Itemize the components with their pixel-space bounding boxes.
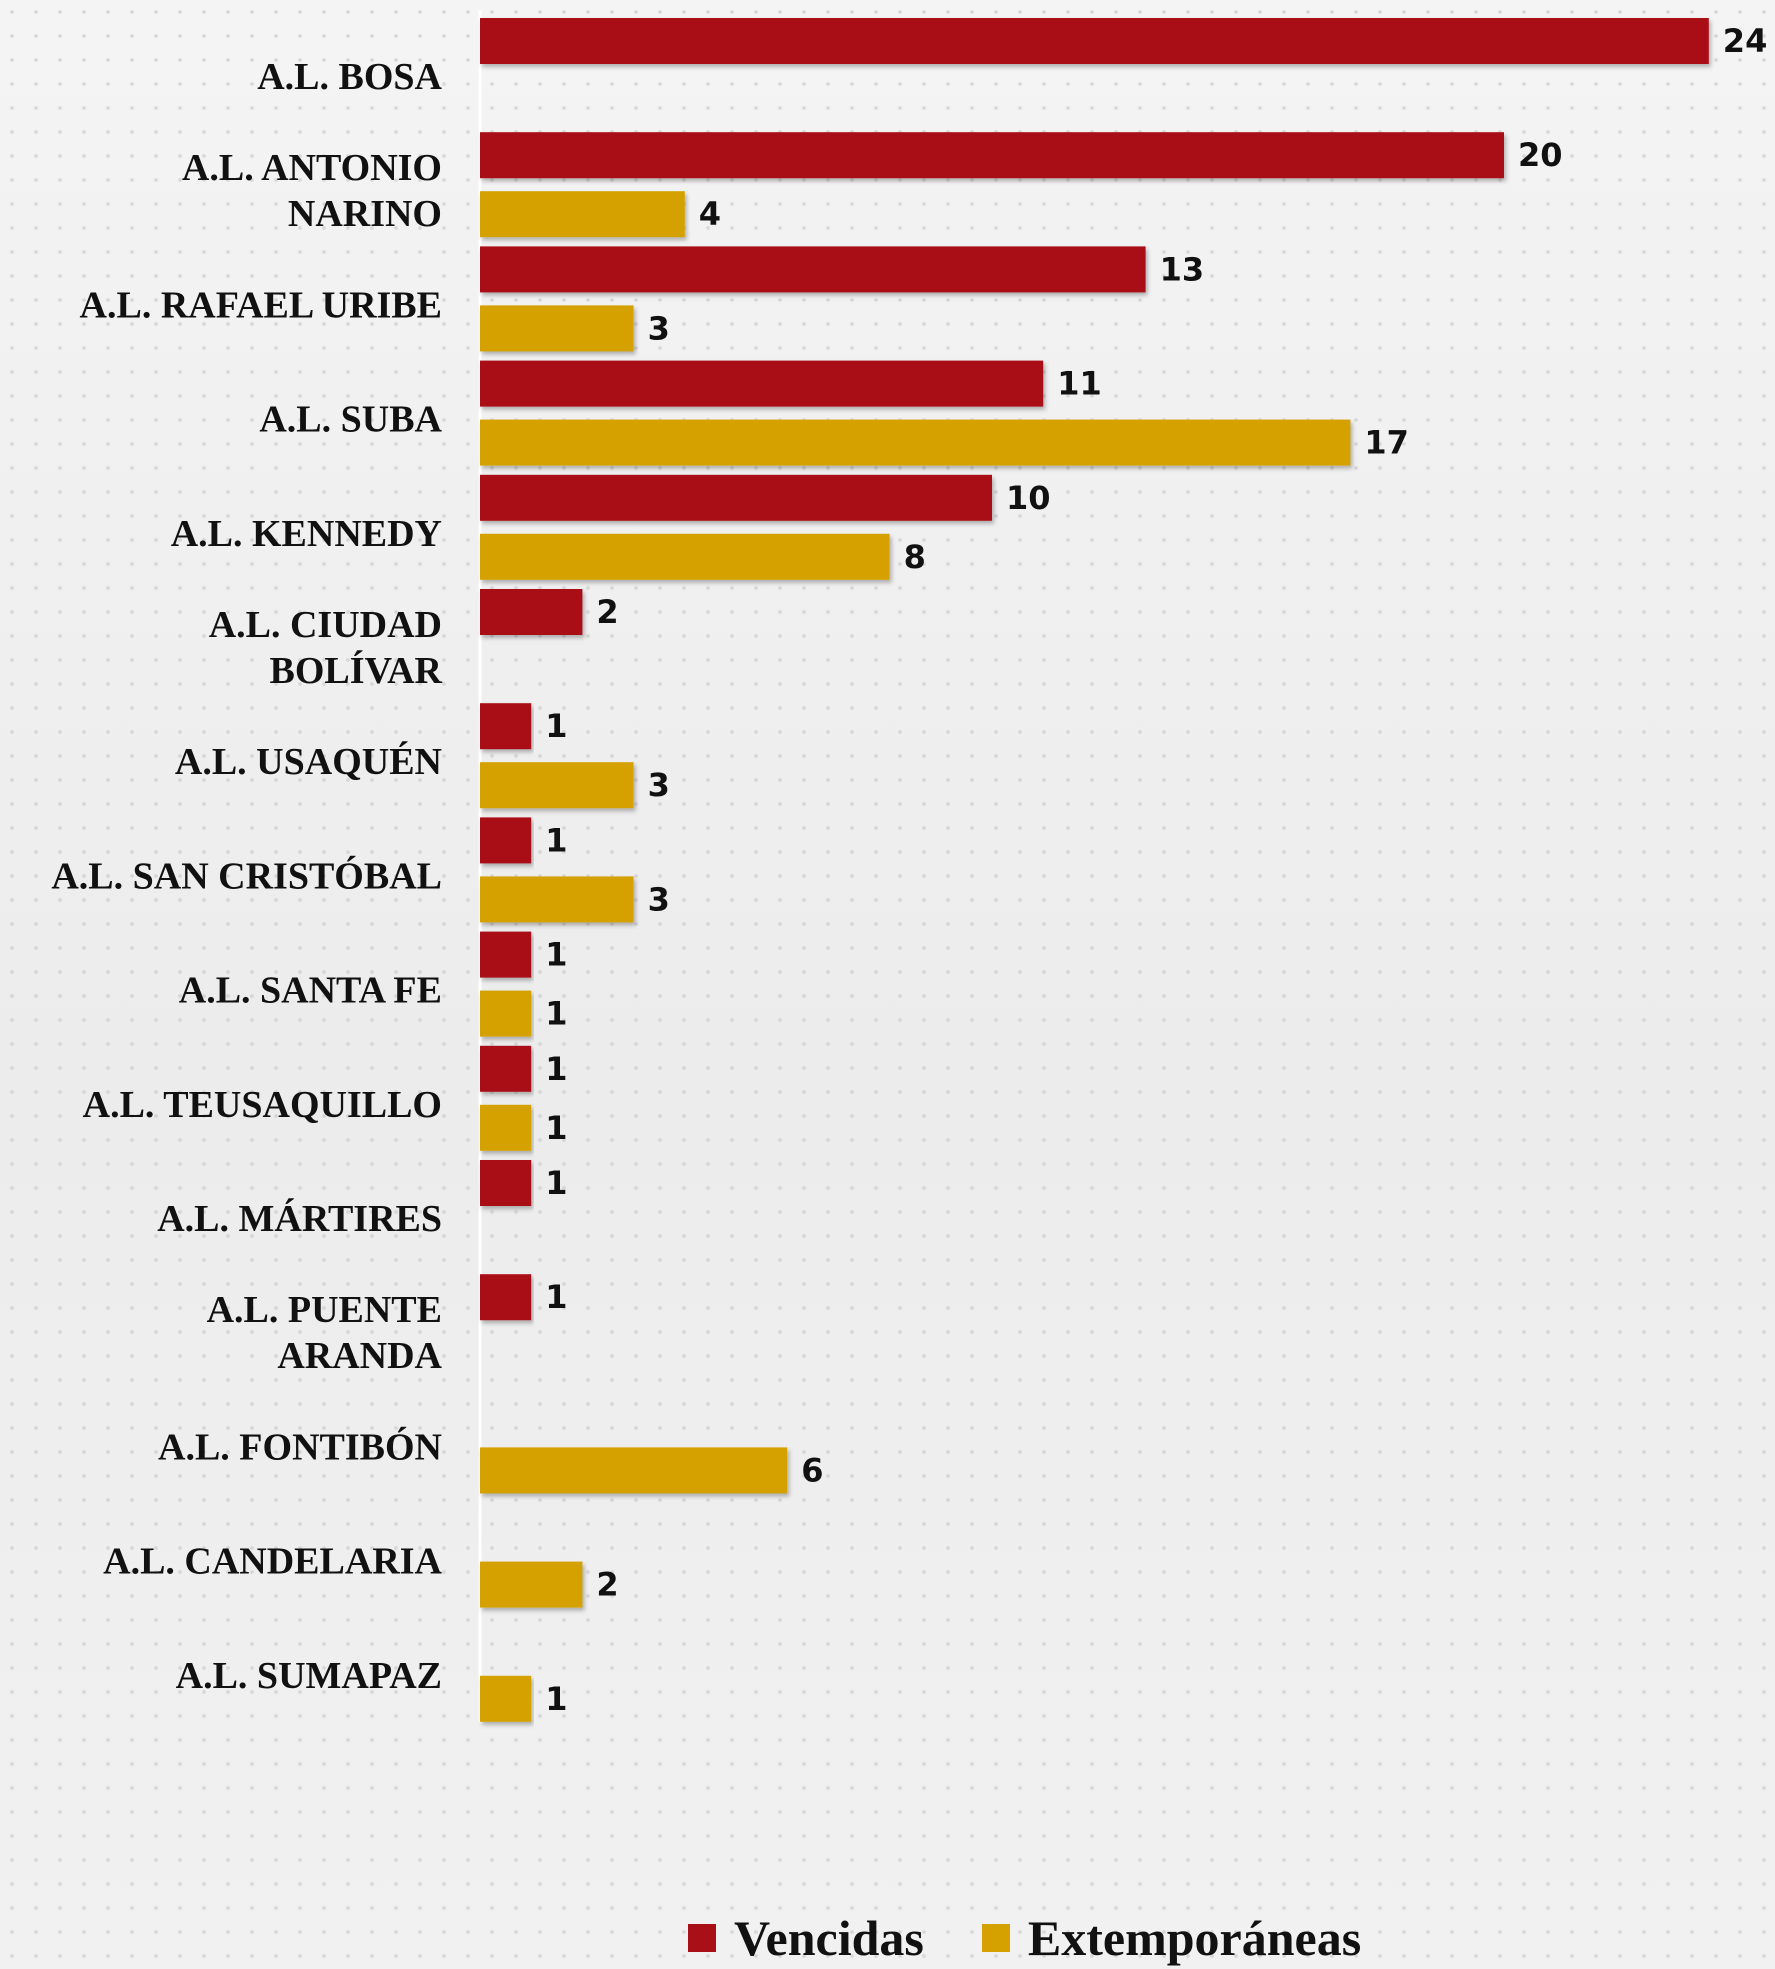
value-label-vencidas-a-l-usaquen: 1 [545,707,567,745]
legend-swatch-vencidas [688,1924,716,1952]
bar-extemporaneas-a-l-santa-fe [480,990,532,1037]
bar-vencidas-a-l-rafael-uribe [480,246,1146,293]
bar-vencidas-a-l-santa-fe [480,931,532,978]
value-label-vencidas-a-l-kennedy: 10 [1006,479,1051,517]
category-label-a-l-ciudad-bolivar: A.L. CIUDAD BOLÍVAR [209,604,443,692]
bar-vencidas-a-l-puente-aranda [480,1274,532,1321]
category-label-a-l-teusaquillo: A.L. TEUSAQUILLO [83,1084,442,1126]
value-label-vencidas-a-l-martires: 1 [545,1164,567,1202]
value-label-vencidas-a-l-suba: 11 [1057,365,1102,403]
bar-extemporaneas-a-l-antonio-narino [480,191,685,238]
value-label-extemporaneas-a-l-antonio-narino: 4 [699,195,721,233]
bar-extemporaneas-a-l-suba [480,419,1351,466]
value-label-extemporaneas-a-l-suba: 17 [1364,424,1409,462]
value-label-vencidas-a-l-santa-fe: 1 [545,936,567,974]
value-label-extemporaneas-a-l-sumapaz: 1 [545,1680,567,1718]
value-label-extemporaneas-a-l-san-cristobal: 3 [648,880,670,918]
value-label-vencidas-a-l-teusaquillo: 1 [545,1050,567,1088]
value-label-extemporaneas-a-l-candelaria: 2 [596,1566,618,1604]
bar-extemporaneas-a-l-usaquen [480,762,634,809]
category-label-a-l-suba: A.L. SUBA [259,399,442,441]
category-label-a-l-fontibon: A.L. FONTIBÓN [158,1426,442,1468]
value-label-extemporaneas-a-l-teusaquillo: 1 [545,1109,567,1147]
category-label-a-l-sumapaz: A.L. SUMAPAZ [176,1655,442,1697]
legend-item-extemporaneas: Extemporáneas [981,1909,1362,1967]
value-label-extemporaneas-a-l-fontibon: 6 [801,1451,823,1489]
bar-vencidas-a-l-usaquen [480,703,532,750]
category-label-a-l-usaquen: A.L. USAQUÉN [175,741,442,783]
value-label-vencidas-a-l-rafael-uribe: 13 [1160,250,1205,288]
bar-extemporaneas-a-l-rafael-uribe [480,305,634,352]
value-label-vencidas-a-l-ciudad-bolivar: 2 [596,593,618,631]
bar-vencidas-a-l-kennedy [480,474,992,521]
bar-vencidas-a-l-san-cristobal [480,817,532,864]
bar-extemporaneas-a-l-kennedy [480,533,890,580]
legend-item-vencidas: Vencidas [688,1909,924,1967]
value-label-extemporaneas-a-l-santa-fe: 1 [545,995,567,1033]
legend-label-vencidas: Vencidas [734,1910,924,1966]
bar-vencidas-a-l-suba [480,360,1044,407]
category-label-a-l-puente-aranda: A.L. PUENTE ARANDA [207,1289,443,1377]
value-label-vencidas-a-l-antonio-narino: 20 [1518,136,1563,174]
bar-extemporaneas-a-l-teusaquillo [480,1104,532,1151]
bar-vencidas-a-l-bosa [480,18,1709,64]
bar-extemporaneas-a-l-sumapaz [480,1675,532,1722]
category-label-a-l-martires: A.L. MÁRTIRES [157,1198,442,1240]
value-label-vencidas-a-l-san-cristobal: 1 [545,821,567,859]
value-label-vencidas-a-l-bosa: 24 [1723,22,1768,60]
bar-vencidas-a-l-teusaquillo [480,1045,532,1092]
category-label-a-l-san-cristobal: A.L. SAN CRISTÓBAL [51,855,442,897]
bar-vencidas-a-l-martires [480,1160,532,1206]
value-label-extemporaneas-a-l-usaquen: 3 [648,766,670,804]
bar-extemporaneas-a-l-fontibon [480,1447,788,1494]
category-label-a-l-kennedy: A.L. KENNEDY [171,513,442,555]
legend-label-extemporaneas: Extemporáneas [1027,1910,1362,1966]
value-label-extemporaneas-a-l-rafael-uribe: 3 [648,309,670,347]
value-label-extemporaneas-a-l-kennedy: 8 [904,538,926,576]
bar-extemporaneas-a-l-candelaria [480,1561,583,1608]
value-label-vencidas-a-l-puente-aranda: 1 [545,1278,567,1316]
category-label-a-l-candelaria: A.L. CANDELARIA [103,1541,442,1583]
category-label-a-l-antonio-narino: A.L. ANTONIO NARINO [182,147,442,235]
category-label-a-l-santa-fe: A.L. SANTA FE [179,970,442,1012]
legend-swatch-extemporaneas [981,1924,1010,1952]
category-label-a-l-rafael-uribe: A.L. RAFAEL URIBE [80,284,442,326]
category-label-a-l-bosa: A.L. BOSA [257,56,442,98]
bar-vencidas-a-l-antonio-narino [480,132,1504,179]
bar-extemporaneas-a-l-san-cristobal [480,876,634,923]
bar-vencidas-a-l-ciudad-bolivar [480,589,583,635]
legend: Vencidas Extemporáneas [688,1910,1419,1966]
